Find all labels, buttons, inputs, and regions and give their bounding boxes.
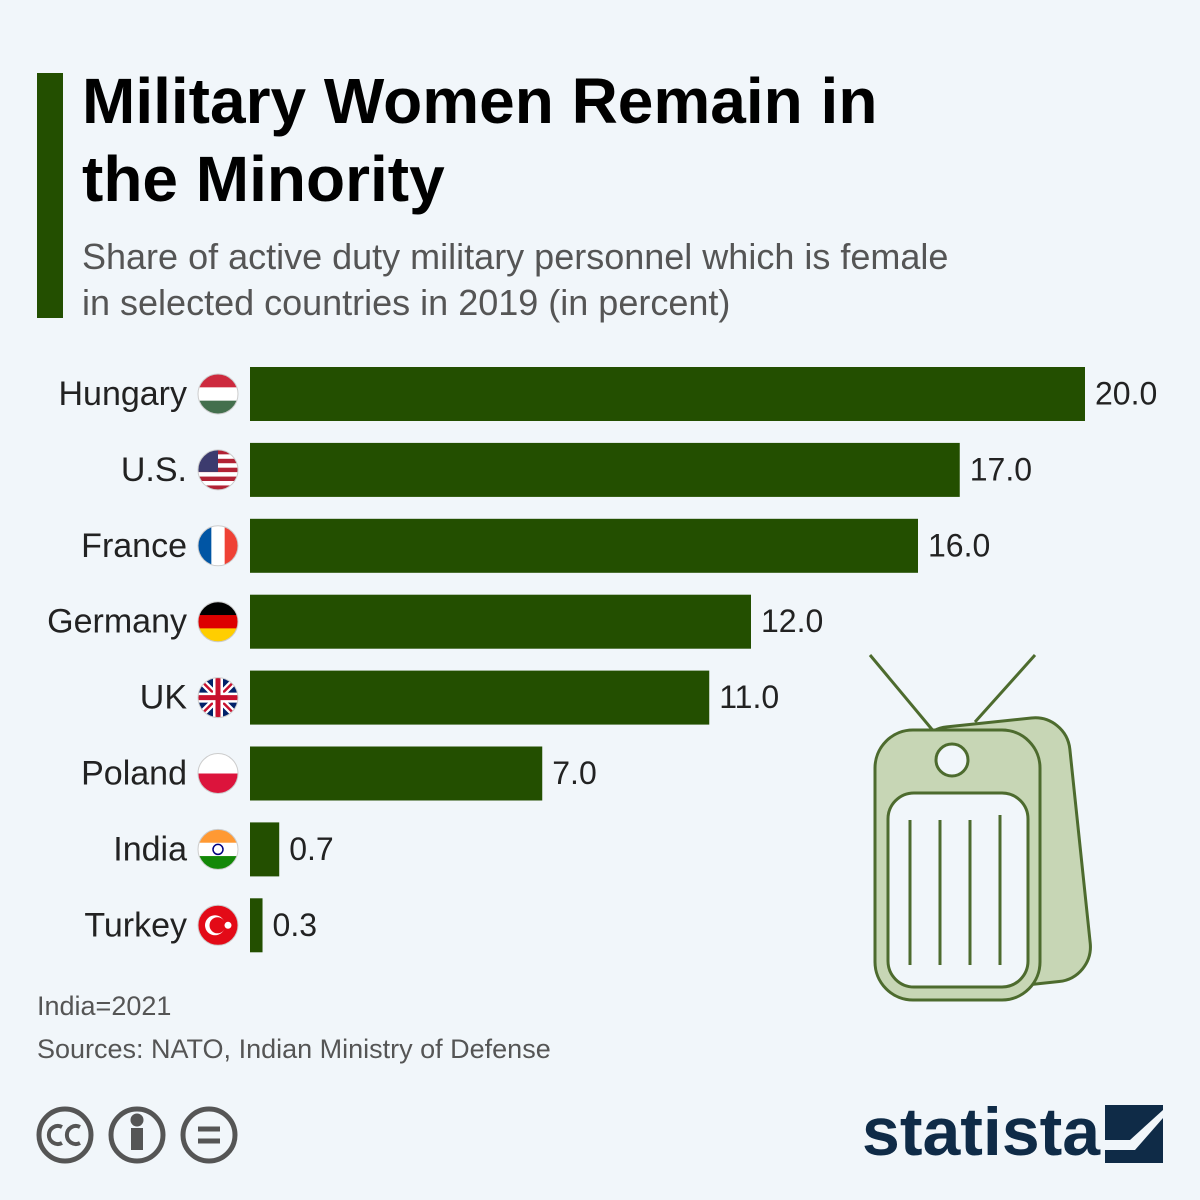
- flag-outline: [197, 449, 239, 491]
- flag-part: [198, 842, 238, 857]
- flag-outline: [197, 904, 239, 946]
- brand-logo: [1105, 1105, 1163, 1163]
- flag: [198, 829, 238, 870]
- flag-part: [198, 753, 238, 774]
- chart-title: Military Women Remain in the Minority: [82, 65, 878, 215]
- bar: [250, 594, 751, 649]
- flag: [198, 905, 238, 946]
- flag-part: [198, 400, 238, 414]
- bar: [250, 518, 918, 573]
- value-label: 11.0: [719, 679, 779, 715]
- value-label: 20.0: [1095, 375, 1157, 411]
- value-label: 12.0: [761, 603, 823, 639]
- license-icons: [36, 1106, 238, 1164]
- flag: [198, 753, 238, 794]
- category-label: Germany: [47, 603, 187, 641]
- flag-part: [198, 773, 238, 794]
- flag-part: [209, 917, 226, 934]
- flag: [198, 601, 238, 642]
- title-accent: [37, 73, 63, 318]
- flag-outline: [197, 828, 239, 870]
- bar: [250, 367, 1085, 421]
- flag-outline: [197, 601, 239, 643]
- flag-part: [198, 615, 238, 629]
- flag-part: [198, 485, 238, 490]
- brand: statista: [862, 1094, 1101, 1170]
- flag-outline: [197, 373, 239, 415]
- flag-outline: [197, 753, 239, 794]
- flag-part: [198, 472, 238, 478]
- category-label: Hungary: [58, 375, 187, 413]
- flag-part: [198, 856, 238, 870]
- bar: [250, 670, 710, 725]
- category-label: Turkey: [84, 906, 187, 944]
- flag-part: [198, 374, 238, 388]
- bar: [250, 746, 543, 801]
- flag-outline: [197, 525, 239, 567]
- category-label: Poland: [81, 754, 187, 792]
- bar: [250, 898, 263, 953]
- flag-outline: [197, 677, 239, 719]
- chart-subtitle: Share of active duty military personnel …: [82, 236, 949, 323]
- category-label: France: [81, 527, 187, 565]
- value-label: 0.3: [273, 907, 317, 943]
- source: Sources: NATO, Indian Ministry of Defens…: [37, 1034, 551, 1064]
- flag-part: [198, 601, 238, 616]
- flag-part: [212, 843, 224, 856]
- category-label: India: [113, 830, 187, 868]
- flag-part: [211, 525, 226, 566]
- flag-part: [224, 921, 232, 929]
- value-label: 0.7: [289, 831, 333, 867]
- category-label: UK: [140, 679, 188, 717]
- value-label: 17.0: [970, 451, 1032, 487]
- flag: [198, 677, 238, 718]
- flag-part: [198, 481, 238, 486]
- bar: [250, 822, 280, 877]
- dog-tag-illustration: [868, 653, 1092, 1002]
- value-label: 16.0: [928, 527, 990, 563]
- flag: [198, 525, 238, 566]
- flag-part: [198, 449, 218, 472]
- category-label: U.S.: [121, 451, 187, 489]
- flag-part: [198, 677, 238, 718]
- flag-part: [198, 525, 212, 566]
- value-label: 7.0: [552, 755, 596, 791]
- flag-part: [198, 829, 238, 844]
- bar: [250, 442, 960, 497]
- flag-part: [224, 525, 238, 566]
- flag: [198, 374, 238, 414]
- note: India=2021: [37, 991, 171, 1021]
- flag-part: [198, 387, 238, 402]
- flag-part: [198, 628, 238, 642]
- flag-part: [198, 476, 238, 482]
